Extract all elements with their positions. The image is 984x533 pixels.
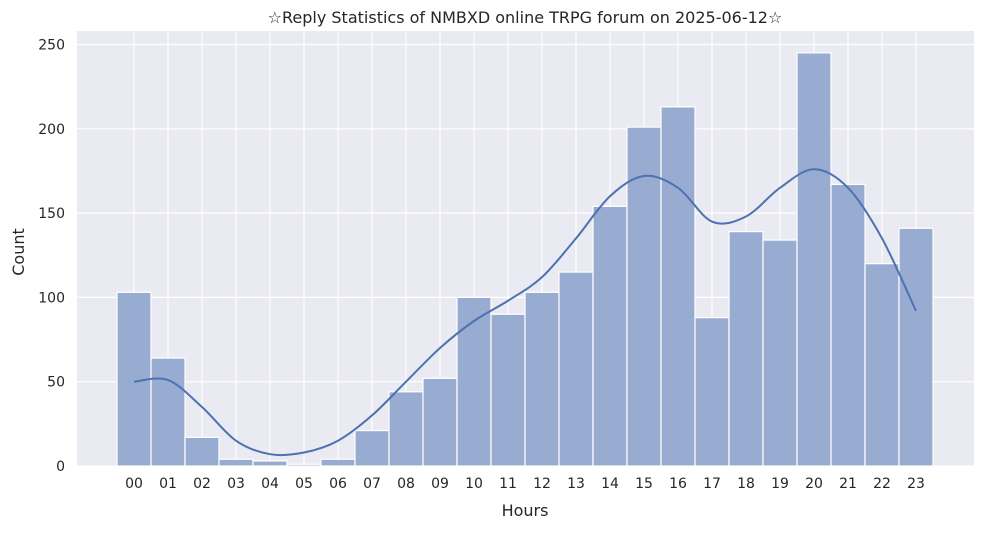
bar-15 <box>626 126 662 467</box>
y-tick-label: 200 <box>38 122 65 138</box>
bar-18 <box>728 231 764 467</box>
y-axis-label: Count <box>9 228 28 276</box>
x-tick-label: 11 <box>499 476 517 492</box>
x-tick-label: 09 <box>431 476 449 492</box>
bar-14 <box>592 205 628 467</box>
kde-line <box>133 168 917 457</box>
bar-03 <box>218 458 254 467</box>
x-tick-labels: 00 01 02 03 04 05 06 07 08 09 10 11 12 13 14 15 16 17 18 19… <box>125 476 925 492</box>
bar-17 <box>694 317 730 467</box>
bar-12 <box>524 291 560 467</box>
x-tick-label: 01 <box>159 476 177 492</box>
y-tick-label: 50 <box>47 375 65 391</box>
x-tick-label: 22 <box>873 476 891 492</box>
bar-19 <box>762 239 798 467</box>
bar-16 <box>660 106 696 467</box>
x-tick-label: 06 <box>329 476 347 492</box>
x-tick-label: 00 <box>125 476 143 492</box>
bar-02 <box>184 436 220 467</box>
x-tick-label: 10 <box>465 476 483 492</box>
bar-09 <box>422 377 458 467</box>
bar-13 <box>558 271 594 467</box>
x-tick-label: 17 <box>703 476 721 492</box>
bar-07 <box>354 429 390 467</box>
x-tick-label: 19 <box>771 476 789 492</box>
x-tick-label: 07 <box>363 476 381 492</box>
bar-01 <box>150 357 186 467</box>
y-tick-label: 250 <box>38 37 65 53</box>
y-tick-labels: 0 50 100 150 200 250 <box>38 37 65 475</box>
bar-10 <box>456 296 492 467</box>
bar-04 <box>252 460 288 467</box>
bar-20 <box>796 52 832 467</box>
bar-21 <box>830 183 866 467</box>
x-tick-label: 14 <box>601 476 619 492</box>
x-tick-label: 02 <box>193 476 211 492</box>
bars <box>116 52 934 467</box>
bar-06 <box>320 458 356 467</box>
x-tick-label: 16 <box>669 476 687 492</box>
bar-22 <box>864 263 900 467</box>
y-tick-label: 150 <box>38 206 65 222</box>
x-tick-label: 15 <box>635 476 653 492</box>
x-tick-label: 13 <box>567 476 585 492</box>
y-tick-label: 0 <box>56 459 65 475</box>
bar-11 <box>490 313 526 467</box>
x-tick-label: 23 <box>907 476 925 492</box>
bar-08 <box>388 391 424 467</box>
bar-23 <box>898 227 934 467</box>
y-tick-label: 100 <box>38 290 65 306</box>
x-tick-label: 21 <box>839 476 857 492</box>
x-tick-label: 08 <box>397 476 415 492</box>
x-tick-label: 20 <box>805 476 823 492</box>
x-axis-label: Hours <box>502 501 549 520</box>
chart-title: ☆Reply Statistics of NMBXD online TRPG f… <box>268 8 783 27</box>
bar-05 <box>286 463 322 467</box>
x-tick-label: 18 <box>737 476 755 492</box>
x-tick-label: 12 <box>533 476 551 492</box>
x-tick-label: 04 <box>261 476 279 492</box>
x-tick-label: 03 <box>227 476 245 492</box>
x-tick-label: 05 <box>295 476 313 492</box>
